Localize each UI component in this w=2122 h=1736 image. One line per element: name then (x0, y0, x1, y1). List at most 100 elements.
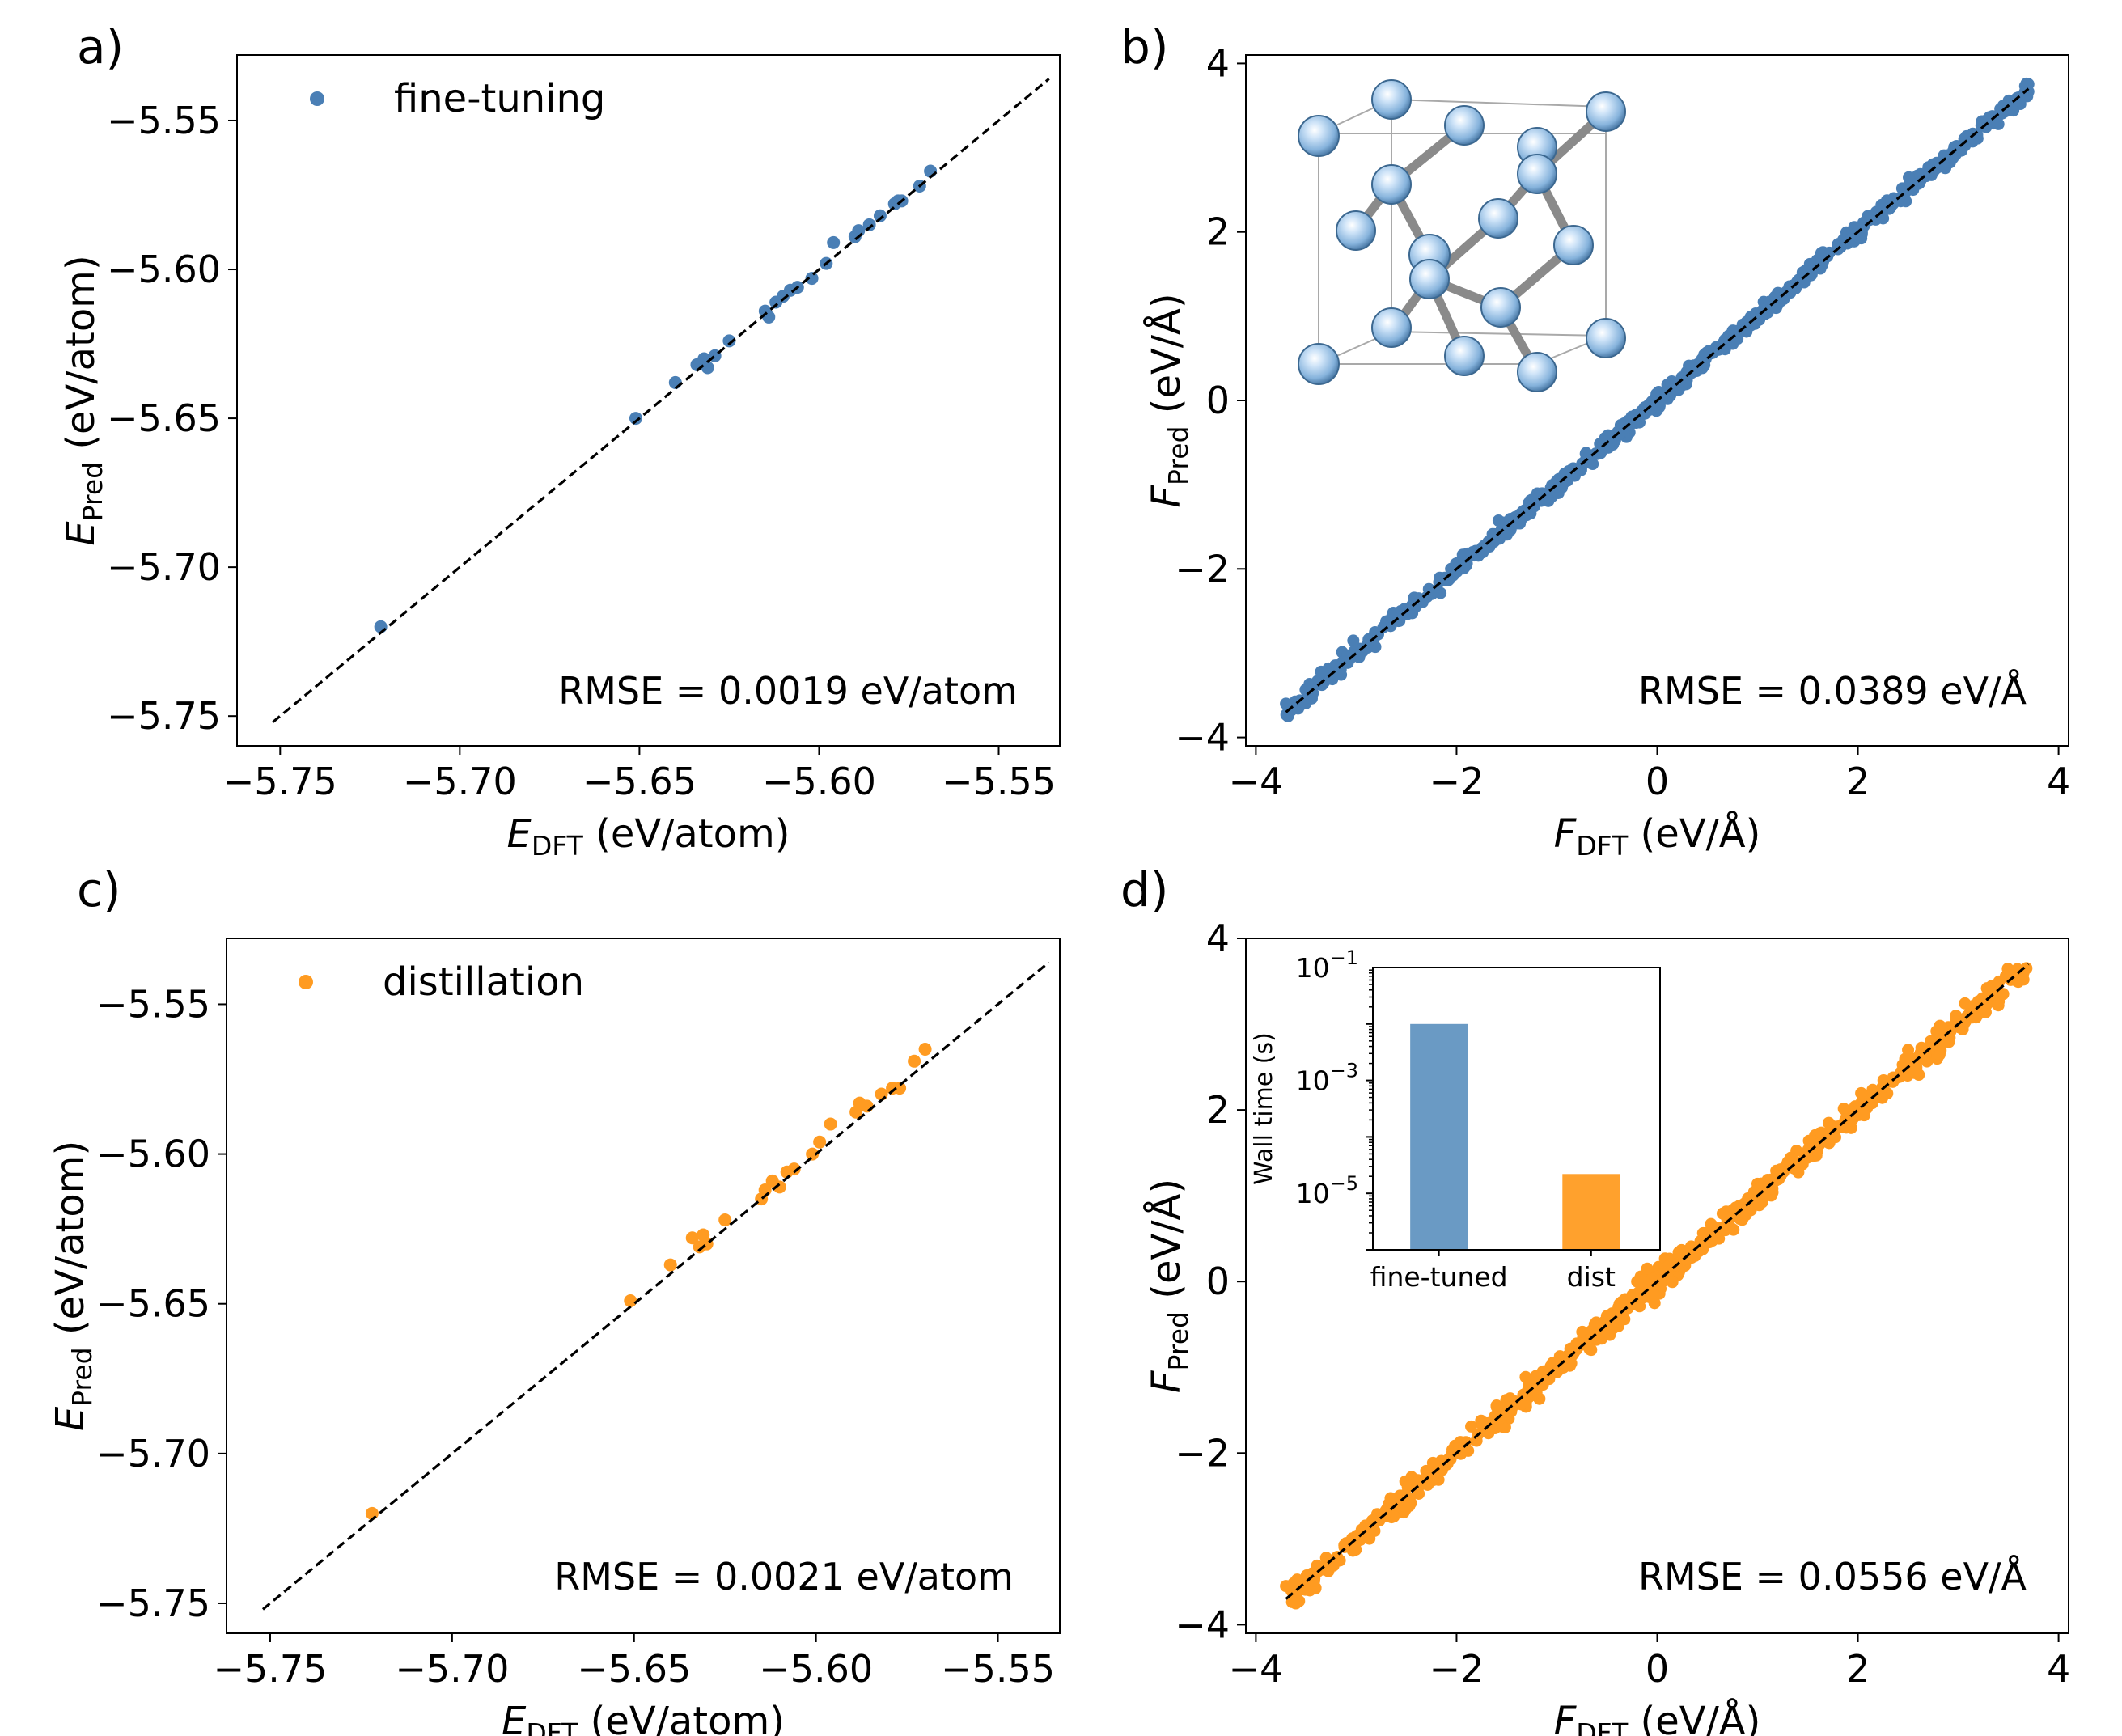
y-tick-label: −5.75 (96, 1581, 210, 1625)
x-axis-label-d: FDFT (eV/Å) (1554, 1698, 1761, 1736)
scatter-point (1560, 1351, 1573, 1364)
scatter-point (1902, 1044, 1915, 1056)
scatter-point (1934, 1019, 1946, 1032)
x-tick-label: −4 (1228, 1647, 1283, 1691)
x-tick-label: −4 (1228, 760, 1283, 803)
inset-y-tick-label: 10−1 (1296, 946, 1358, 984)
scatter-point (1933, 1048, 1946, 1061)
y-tick-label: −5.65 (107, 396, 221, 440)
x-tick-label: −5.65 (582, 760, 697, 803)
scatter-point (1598, 1315, 1611, 1328)
scatter-point (1680, 1252, 1693, 1265)
axes-frame-a (236, 54, 1061, 747)
scatter-point (1823, 1132, 1836, 1145)
scatter-point (1980, 982, 1993, 995)
axes-frame-c (226, 938, 1061, 1634)
scatter-point (1815, 1126, 1828, 1139)
scatter-point (1939, 162, 1952, 175)
scatter-point (1493, 532, 1506, 545)
scatter-point (824, 1117, 837, 1131)
scatter-point (1922, 163, 1935, 176)
x-axis-label-a: EDFT (eV/atom) (507, 811, 790, 862)
y-tick-label: 0 (1206, 1260, 1230, 1303)
inset-y-axis-label: Wall time (s) (1250, 1032, 1278, 1185)
panel-label-b: b) (1120, 19, 1168, 74)
scatter-point (873, 209, 887, 222)
x-tick-label: −5.70 (403, 760, 517, 803)
scatter-point (762, 310, 776, 324)
legend-marker (299, 975, 313, 989)
scatter-point (1997, 988, 2010, 1001)
scatter-point (1290, 1597, 1302, 1610)
scatter-point (1315, 665, 1328, 678)
scatter-point (1280, 697, 1293, 710)
scatter-point (1398, 1500, 1411, 1513)
scatter-point (1588, 1318, 1601, 1331)
x-tick-label: −5.65 (577, 1647, 691, 1691)
x-tick-label: −5.55 (941, 1647, 1055, 1691)
scatter-point (1585, 1344, 1598, 1357)
scatter-point (624, 1294, 637, 1308)
x-tick-label: −5.60 (759, 1647, 873, 1691)
scatter-point (722, 334, 736, 348)
scatter-point (1520, 507, 1533, 520)
scatter-point (1631, 1275, 1644, 1288)
scatter-point (1992, 117, 2005, 130)
scatter-point (1703, 345, 1716, 358)
panel-a: a) −5.75 −5.70 −5.65 −5.60 −5.55 −5.75 −5.70 −5.… (58, 19, 1061, 862)
scatter-point (1959, 997, 1972, 1010)
scatter-point (1299, 1583, 1312, 1596)
x-tick-label: −5.75 (213, 1647, 327, 1691)
y-axis-label-b: FPred (eV/Å) (1143, 293, 1194, 507)
x-axis-label-b: FDFT (eV/Å) (1554, 811, 1761, 862)
scatter-point (2004, 971, 2017, 984)
scatter-point (1976, 992, 1989, 1005)
axes-frame-d (1245, 938, 2069, 1634)
scatter-point (1299, 684, 1312, 697)
axes-frame-b (1245, 54, 2069, 747)
scatter-point (1347, 634, 1360, 647)
x-tick-label: 0 (1646, 1647, 1669, 1691)
scatter-point (1898, 1067, 1911, 1080)
scatter-point (1551, 1357, 1564, 1370)
scatter-point (1586, 458, 1599, 471)
scatter-point (1290, 1573, 1303, 1586)
scatter-point (1749, 307, 1762, 320)
scatter-point (1648, 1289, 1661, 1302)
x-tick-label: 0 (1646, 760, 1669, 803)
rmse-annotation-d: RMSE = 0.0556 eV/Å (1638, 1555, 2027, 1598)
rmse-annotation-c: RMSE = 0.0021 eV/atom (554, 1555, 1014, 1598)
scatter-point (1837, 1103, 1850, 1116)
scatter-point (805, 272, 819, 286)
identity-dashed-line (272, 78, 1050, 723)
scatter-point (1755, 1177, 1768, 1190)
crystal-structure-inset-image (1298, 79, 1626, 392)
scatter-point (806, 1147, 820, 1161)
scatter-points-b (1280, 77, 2035, 722)
scatter-point (1410, 599, 1423, 612)
y-tick-label: 2 (1206, 210, 1230, 254)
x-tick-label: −2 (1429, 760, 1485, 803)
scatter-point (1877, 212, 1890, 225)
x-tick-label: −5.70 (395, 1647, 509, 1691)
wall-time-inset: fine-tuned dist 10−1 10−3 10−5 Wall time (s) (1250, 946, 1661, 1293)
panel-d: d) −4 −2 0 2 4 −4 −2 0 2 4 FDFT (eV/Å) FPred (eV/Å) R… (1120, 862, 2070, 1736)
panel-b: b) −4 −2 0 2 4 −4 −2 0 2 4 FDFT (eV/Å) FPred (eV/Å) R… (1120, 19, 2070, 862)
y-tick-label: −2 (1175, 1431, 1230, 1475)
scatter-point (1349, 644, 1362, 657)
x-tick-label: −5.75 (223, 760, 337, 803)
x-tick-label: 4 (2047, 760, 2070, 803)
rmse-annotation-a: RMSE = 0.0019 eV/atom (558, 669, 1018, 713)
scatter-point (1456, 560, 1469, 573)
bar-fine-tuned (1410, 1023, 1468, 1250)
y-tick-label: 4 (1206, 41, 1230, 85)
panel-label-a: a) (77, 19, 124, 74)
scatter-point (1305, 692, 1318, 705)
inset-y-tick-label: 10−5 (1296, 1172, 1358, 1209)
x-tick-label: 2 (1846, 760, 1870, 803)
y-tick-label: 4 (1206, 917, 1230, 960)
scatter-point (1340, 1537, 1353, 1550)
panel-label-c: c) (77, 862, 121, 917)
scatter-point (2017, 973, 2030, 986)
